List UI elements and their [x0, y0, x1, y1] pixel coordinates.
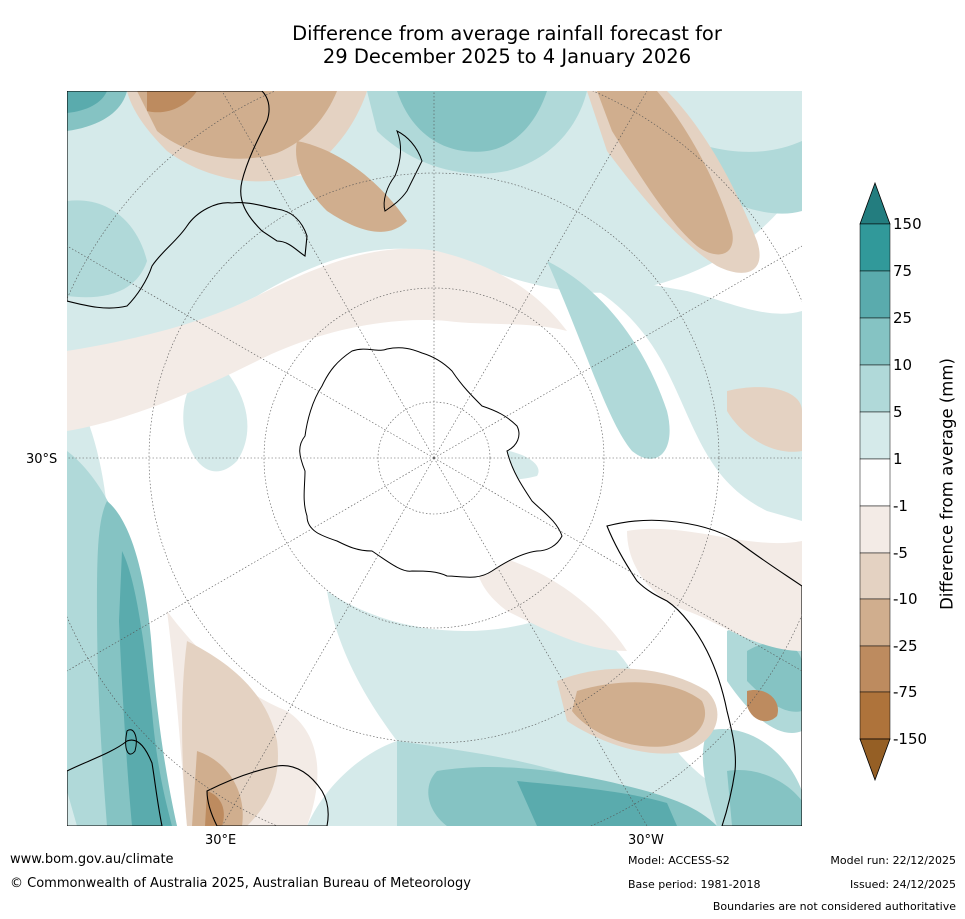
colorbar-bin	[859, 598, 891, 647]
graticule	[67, 91, 802, 826]
map-title: Difference from average rainfall forecas…	[0, 22, 965, 68]
south-america	[606, 519, 802, 826]
madagascar	[125, 729, 137, 755]
new-zealand	[383, 129, 423, 212]
colorbar-tick: 5	[893, 403, 903, 421]
rainfall-map	[67, 91, 802, 826]
colorbar-tick: -1	[893, 497, 908, 515]
boundary-disclaimer: Boundaries are not considered authoritat…	[712, 900, 956, 913]
colorbar-tick: 150	[893, 215, 922, 233]
africa	[67, 739, 329, 826]
colorbar-top-triangle	[859, 181, 891, 225]
colorbar-tick: 25	[893, 309, 913, 327]
lon-label-30w: 30°W	[628, 833, 664, 848]
colorbar-bin	[859, 223, 891, 272]
anomaly-wet-heavy	[67, 91, 677, 826]
copyright-text: © Commonwealth of Australia 2025, Austra…	[10, 876, 471, 891]
anomaly-wet-strong	[67, 91, 802, 826]
base-period: Base period: 1981-2018	[628, 878, 761, 891]
colorbar-bin	[859, 691, 891, 740]
colorbar-tick: -25	[893, 637, 918, 655]
colorbar-tick: -150	[893, 730, 928, 748]
colorbar-bin	[859, 270, 891, 319]
colorbar-bin	[859, 411, 891, 460]
colorbar-tick: 75	[893, 262, 913, 280]
model-name: Model: ACCESS-S2	[628, 854, 730, 867]
colorbar-bin	[859, 552, 891, 600]
colorbar-title: Difference from average (mm)	[937, 358, 957, 610]
anomaly-dry-strong	[137, 91, 733, 826]
australia	[67, 91, 308, 309]
colorbar-bin	[859, 645, 891, 693]
title-line-1: Difference from average rainfall forecas…	[292, 22, 722, 45]
colorbar-tick: 10	[893, 356, 913, 374]
lat-label-30s: 30°S	[26, 452, 58, 467]
model-run-date: Model run: 22/12/2025	[830, 854, 956, 867]
issued-date: Issued: 24/12/2025	[849, 878, 956, 891]
colorbar-tick: 1	[893, 450, 903, 468]
colorbar-bin	[859, 364, 891, 413]
antarctica	[299, 347, 563, 578]
title-line-2: 29 December 2025 to 4 January 2026	[322, 45, 692, 68]
lon-label-30e: 30°E	[205, 833, 237, 848]
colorbar-bin	[859, 505, 891, 554]
colorbar-tick: -10	[893, 590, 918, 608]
anomaly-dry-heavy	[147, 91, 778, 826]
colorbar-bin	[859, 458, 891, 507]
colorbar-bin	[859, 317, 891, 366]
website-link[interactable]: www.bom.gov.au/climate	[10, 852, 174, 867]
colorbar	[855, 180, 965, 790]
colorbar-tick: -5	[893, 544, 908, 562]
colorbar-bottom-triangle	[859, 738, 891, 782]
colorbar-tick: -75	[893, 683, 918, 701]
